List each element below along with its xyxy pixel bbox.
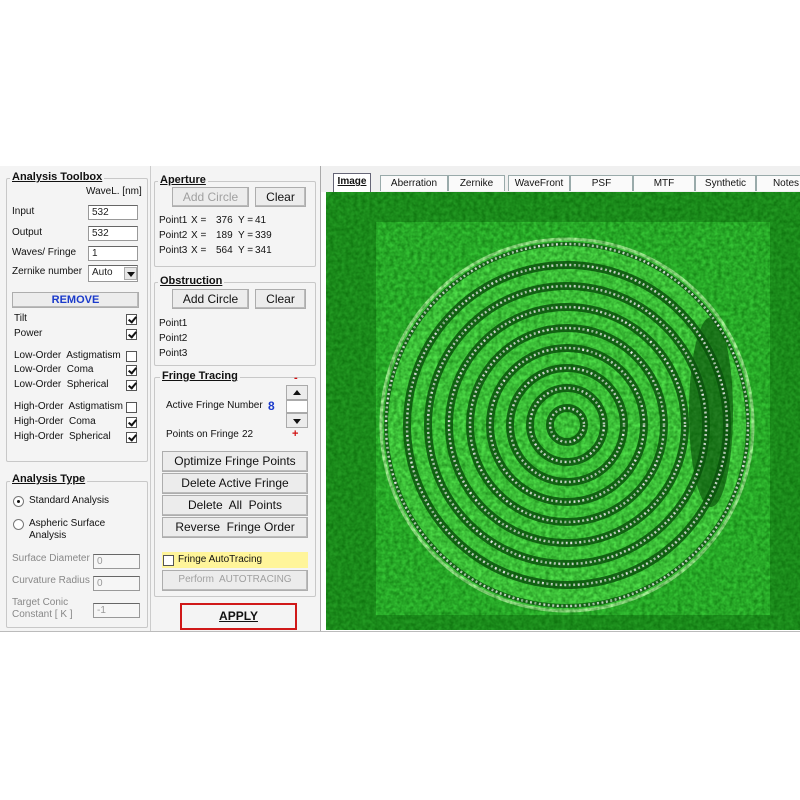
y-label: Y =: [238, 215, 254, 226]
tab[interactable]: Synthetic: [695, 175, 756, 191]
checkbox-label: Tilt: [14, 313, 27, 324]
tab[interactable]: Zernike: [448, 175, 505, 191]
x-value: 189: [216, 230, 233, 241]
input-field[interactable]: 0: [93, 576, 140, 591]
checkbox-label: Low-Order Astigmatism: [14, 350, 121, 361]
checkbox[interactable]: [126, 351, 137, 362]
point-label: Point3: [159, 245, 188, 256]
y-value: 339: [255, 230, 272, 241]
apply-button[interactable]: APPLY: [180, 603, 297, 630]
y-value: 341: [255, 245, 272, 256]
autotracing-row: [162, 552, 308, 568]
field-label: Curvature Radius: [12, 575, 90, 586]
checkbox[interactable]: [126, 329, 137, 340]
group-title: Analysis Type: [10, 473, 88, 485]
texture: [326, 192, 800, 630]
spin-up[interactable]: [286, 385, 308, 400]
button[interactable]: Clear: [255, 289, 306, 309]
button[interactable]: Perform AUTOTRACING: [162, 570, 308, 591]
fringe-label: Active Fringe Number: [166, 400, 263, 411]
select-arrow[interactable]: [124, 267, 137, 280]
checkbox[interactable]: [163, 555, 174, 566]
x-label: X =: [191, 215, 207, 226]
checkbox[interactable]: [126, 432, 137, 443]
group-box: [154, 181, 316, 267]
input-field[interactable]: 1: [88, 246, 138, 261]
button[interactable]: Optimize Fringe Points: [162, 451, 308, 472]
group-title: Obstruction: [158, 275, 225, 287]
checkbox-label: Low-Order Coma: [14, 364, 94, 375]
input-field[interactable]: 0: [93, 554, 140, 569]
checkbox[interactable]: [126, 365, 137, 376]
radio-label: Aspheric Surface Analysis: [29, 518, 106, 541]
tab[interactable]: WaveFront: [508, 175, 570, 191]
field-label: Waves/ Fringe: [12, 247, 77, 258]
input-field[interactable]: 532: [88, 205, 138, 220]
radio[interactable]: [13, 496, 24, 507]
point-label: Point1: [159, 318, 188, 329]
spin-down[interactable]: [286, 413, 308, 428]
input-field[interactable]: -1: [93, 603, 140, 618]
field-label: Input: [12, 206, 35, 217]
column-header: WaveL. [nm]: [86, 186, 142, 197]
group-title: Analysis Toolbox: [10, 171, 105, 183]
button[interactable]: Add Circle: [172, 187, 249, 207]
checkbox[interactable]: [126, 417, 137, 428]
point-label: Point2: [159, 230, 188, 241]
interferogram: [326, 192, 800, 630]
x-value: 376: [216, 215, 233, 226]
group-title: Aperture: [158, 174, 208, 186]
button[interactable]: Delete All Points: [162, 495, 308, 516]
point-label: Point1: [159, 215, 188, 226]
radio[interactable]: [13, 519, 24, 530]
y-label: Y =: [238, 230, 254, 241]
checkbox-label: High-Order Spherical: [14, 431, 111, 442]
fringe-number: 8: [268, 399, 275, 413]
button[interactable]: Delete Active Fringe: [162, 473, 308, 494]
x-label: X =: [191, 245, 207, 256]
tab[interactable]: Notes: [756, 175, 800, 191]
input-field[interactable]: 532: [88, 226, 138, 241]
x-label: X =: [191, 230, 207, 241]
group-box: [154, 282, 316, 366]
tab[interactable]: MTF: [633, 175, 695, 191]
minus: -: [294, 372, 298, 384]
field-label: Zernike number: [12, 266, 83, 277]
group-title: Fringe Tracing: [160, 370, 240, 382]
remove-button[interactable]: REMOVE: [12, 292, 139, 308]
field-label: Output: [12, 227, 43, 238]
field-label: Target Conic Constant [ K ]: [12, 597, 73, 620]
button[interactable]: Clear: [255, 187, 306, 207]
checkbox-label: High-Order Coma: [14, 416, 96, 427]
point-label: Point2: [159, 333, 188, 344]
radio-label: Standard Analysis: [29, 495, 110, 506]
y-label: Y =: [238, 245, 254, 256]
checkbox-label: Low-Order Spherical: [14, 379, 109, 390]
checkbox[interactable]: [126, 402, 137, 413]
tab[interactable]: Aberration: [380, 175, 448, 191]
spin-field[interactable]: [286, 400, 308, 413]
checkbox-label: High-Order Astigmatism: [14, 401, 123, 412]
points-label: Points on Fringe: [166, 429, 239, 440]
bottom-edge: [0, 631, 800, 632]
tab[interactable]: Image: [333, 173, 371, 192]
y-value: 41: [255, 215, 267, 226]
button[interactable]: Add Circle: [172, 289, 249, 309]
checkbox-label: Fringe AutoTracing: [178, 554, 263, 565]
button[interactable]: Reverse Fringe Order: [162, 517, 308, 538]
checkbox[interactable]: [126, 314, 137, 325]
checkbox-label: Power: [14, 328, 43, 339]
checkbox[interactable]: [126, 380, 137, 391]
field-label: Surface Diameter: [12, 553, 90, 564]
tab[interactable]: PSF: [570, 175, 633, 191]
points-value: 22: [242, 429, 254, 440]
plus: +: [292, 428, 299, 440]
x-value: 564: [216, 245, 233, 256]
point-label: Point3: [159, 348, 188, 359]
